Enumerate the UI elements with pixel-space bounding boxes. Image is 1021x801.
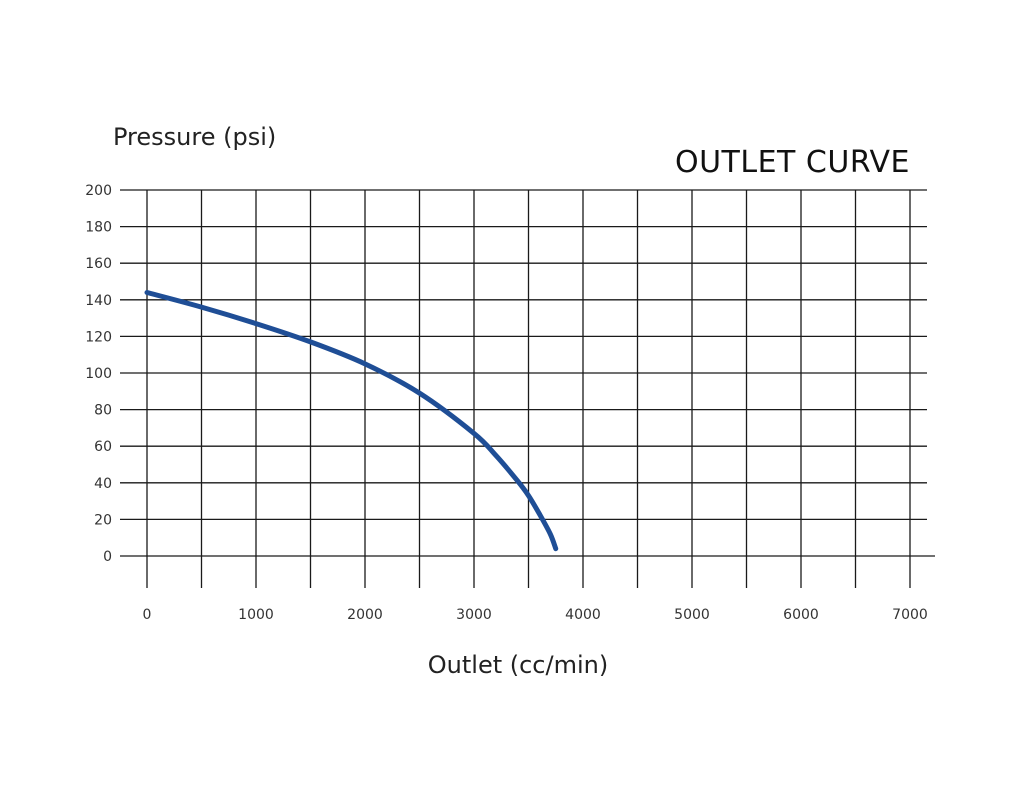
y-tick-label: 120 bbox=[85, 329, 112, 345]
x-tick-label: 5000 bbox=[674, 607, 710, 623]
x-tick-label: 7000 bbox=[892, 607, 928, 623]
y-tick-label: 60 bbox=[94, 439, 112, 455]
x-axis-title: Outlet (cc/min) bbox=[428, 651, 608, 679]
y-tick-label: 100 bbox=[85, 366, 112, 382]
x-tick-label: 1000 bbox=[238, 607, 274, 623]
x-tick-label: 4000 bbox=[565, 607, 601, 623]
x-tick-label: 3000 bbox=[456, 607, 492, 623]
chart-title: OUTLET CURVE bbox=[675, 145, 910, 180]
y-tick-label: 180 bbox=[85, 220, 112, 236]
y-axis-title: Pressure (psi) bbox=[113, 123, 276, 151]
x-tick-label: 6000 bbox=[783, 607, 819, 623]
y-tick-label: 200 bbox=[85, 183, 112, 199]
y-tick-label: 20 bbox=[94, 512, 112, 528]
y-tick-label: 160 bbox=[85, 256, 112, 272]
y-tick-label: 0 bbox=[103, 549, 112, 565]
series-layer bbox=[144, 289, 559, 552]
y-tick-label: 80 bbox=[94, 403, 112, 419]
x-tick-label: 0 bbox=[143, 607, 152, 623]
grid bbox=[120, 189, 935, 588]
pressure-curve bbox=[144, 289, 559, 552]
y-tick-label: 140 bbox=[85, 293, 112, 309]
y-tick-label: 40 bbox=[94, 476, 112, 492]
x-tick-label: 2000 bbox=[347, 607, 383, 623]
